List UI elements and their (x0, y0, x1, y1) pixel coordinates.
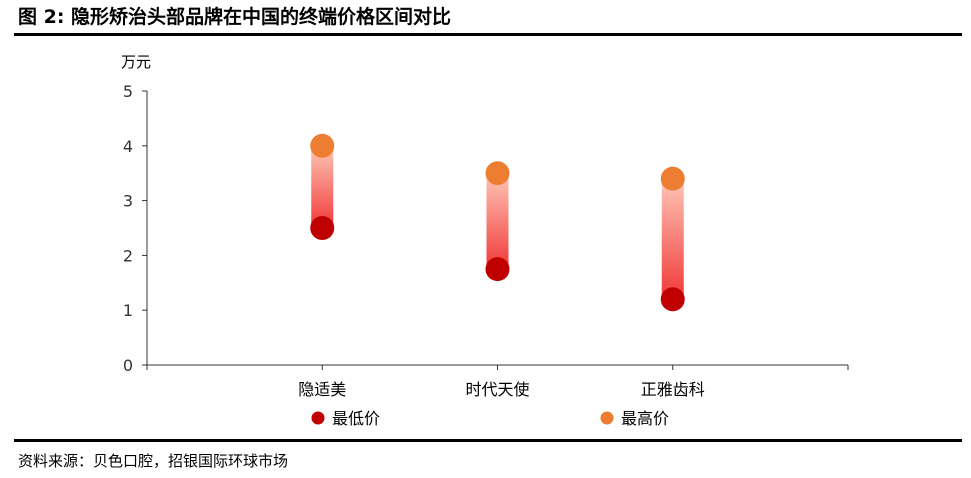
x-tick-label: 时代天使 (465, 380, 529, 399)
low-price-point (310, 216, 335, 240)
x-tick-label: 正雅齿科 (641, 380, 705, 399)
source-note: 资料来源：贝色口腔，招银国际环球市场 (18, 452, 289, 470)
high-price-point (310, 133, 335, 158)
y-unit-label: 万元 (121, 53, 151, 71)
y-tick-label: 5 (123, 82, 133, 101)
range-bar (486, 173, 509, 270)
high-price-point (485, 161, 510, 186)
x-tick-label: 隐适美 (298, 380, 346, 399)
range-bar (311, 145, 334, 228)
y-axis: 0 1 2 3 4 5 (123, 82, 148, 375)
high-price-point (660, 166, 685, 191)
low-price-point (660, 287, 685, 312)
bottom-rule (14, 439, 962, 442)
range-bar (661, 178, 684, 300)
legend-label: 最高价 (621, 409, 669, 428)
y-tick-label: 0 (123, 356, 133, 375)
y-tick-label: 2 (123, 246, 133, 265)
y-tick-label: 4 (123, 137, 133, 156)
range-chart: 万元 0 1 2 3 4 5 隐适美 时代天使 正雅齿科 最低价 最高价 (121, 53, 849, 428)
data-points (310, 133, 685, 312)
range-bars (311, 145, 684, 300)
legend: 最低价 最高价 (311, 409, 669, 428)
top-rule (14, 33, 962, 36)
legend-marker (311, 411, 325, 425)
y-tick-label: 1 (123, 301, 133, 320)
figure-title: 图 2: 隐形矫治头部品牌在中国的终端价格区间对比 (18, 6, 452, 28)
x-axis: 隐适美 时代天使 正雅齿科 (146, 364, 849, 399)
low-price-point (485, 257, 510, 282)
y-tick-label: 3 (123, 192, 133, 211)
legend-label: 最低价 (332, 409, 380, 428)
legend-marker (600, 411, 614, 425)
